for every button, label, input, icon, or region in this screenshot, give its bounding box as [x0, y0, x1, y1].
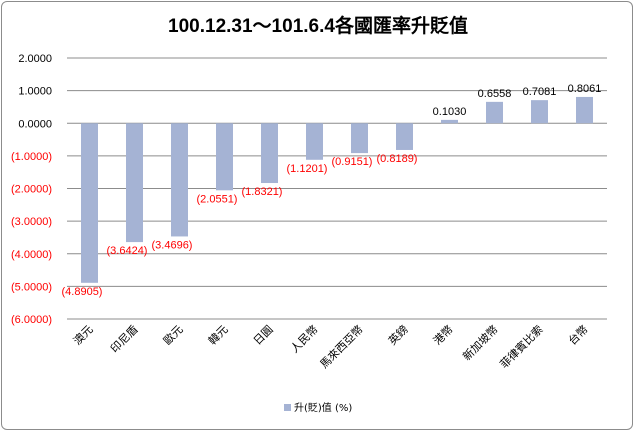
bar: [261, 123, 278, 184]
y-axis-tick-labels: 2.0000 1.0000 0.0000 (1.0000) (2.0000) (3.000…: [11, 53, 52, 326]
category-label: 新加坡幣: [460, 322, 501, 363]
category-label: 澳元: [71, 323, 96, 348]
bar: [486, 101, 503, 124]
category-label: 韓元: [206, 323, 231, 348]
y-tick-label: (1.0000): [11, 151, 52, 163]
data-label: (1.1201): [287, 163, 328, 175]
y-tick-label: 2.0000: [18, 53, 52, 65]
bar: [396, 123, 413, 150]
bar: [531, 100, 548, 124]
category-label: 歐元: [160, 322, 185, 347]
data-label: 0.6558: [478, 88, 512, 100]
data-label: (3.4696): [152, 239, 193, 251]
bar: [576, 96, 593, 124]
y-tick-label: 0.0000: [18, 118, 52, 130]
data-label: (4.8905): [62, 286, 103, 298]
data-label: 0.7081: [523, 86, 557, 98]
category-label: 菲律賓比索: [497, 322, 546, 371]
y-tick-label: (5.0000): [11, 281, 52, 293]
legend-swatch: [284, 404, 291, 411]
y-tick-label: (2.0000): [11, 184, 52, 196]
category-label: 台幣: [565, 322, 590, 347]
category-label: 英鎊: [385, 322, 410, 347]
legend: 升(貶)值 (%): [284, 401, 352, 414]
bar: [126, 123, 143, 243]
data-label: 0.1030: [433, 106, 467, 118]
bar: [81, 123, 98, 283]
legend-label: 升(貶)值 (%): [294, 401, 352, 414]
category-label: 港幣: [431, 323, 456, 348]
data-label: (3.6424): [107, 245, 148, 257]
gridlines: [67, 57, 607, 320]
data-label: (2.0551): [197, 193, 238, 205]
data-label: (0.8189): [377, 153, 418, 165]
y-tick-label: (3.0000): [11, 216, 52, 228]
category-label: 人民幣: [288, 323, 321, 356]
bars: [81, 96, 593, 283]
chart-title: 100.12.31～101.6.4各國匯率升貶值: [168, 14, 468, 37]
bar: [306, 123, 323, 160]
y-tick-label: (4.0000): [11, 249, 52, 261]
bar: [171, 123, 188, 237]
bar: [441, 119, 458, 124]
category-label: 印尼盾: [108, 323, 141, 356]
data-labels: (4.8905) (3.6424) (3.4696) (2.0551) (1.8321)…: [62, 83, 602, 298]
data-label: 0.8061: [568, 83, 602, 95]
category-label: 馬來西亞幣: [318, 323, 366, 371]
y-tick-label: (6.0000): [11, 314, 52, 326]
y-tick-label: 1.0000: [18, 86, 52, 98]
bar: [351, 123, 368, 154]
category-label: 日圓: [251, 323, 276, 348]
data-label: (0.9151): [332, 156, 373, 168]
bar: [216, 123, 233, 191]
data-label: (1.8321): [242, 186, 283, 198]
